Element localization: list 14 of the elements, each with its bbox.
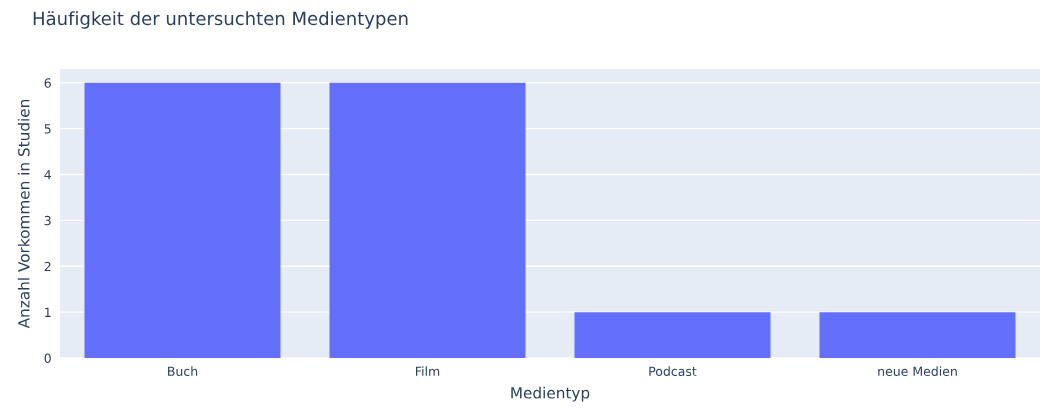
y-tick-label: 3 (44, 215, 51, 226)
y-tick-label: 6 (44, 78, 51, 88)
x-tick-label: Podcast (649, 366, 697, 377)
y-tick-label: 4 (44, 170, 51, 180)
y-tick-label: 5 (44, 124, 51, 134)
y-tick-label: 1 (45, 307, 51, 317)
y-tick-label: 2 (44, 261, 51, 271)
x-tick-label: Film (416, 366, 440, 376)
y-tick-label: 0 (44, 353, 51, 363)
y-axis-title: Anzahl Vorkommen in Studien (17, 99, 30, 329)
x-tick-label: Buch (168, 366, 198, 377)
chart-title: Häufigkeit der untersuchten Medientypen (33, 11, 408, 29)
x-tick-label: neue Medien (878, 366, 957, 377)
x-axis-title: Medientyp (511, 386, 590, 402)
